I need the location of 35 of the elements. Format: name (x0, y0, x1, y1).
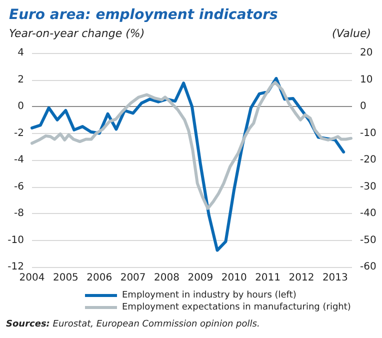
legend-label: Employment expectations in manufacturing (right) (122, 302, 351, 312)
y-tick-label: -6 (14, 181, 24, 192)
y2-tick-label: -20 (360, 154, 376, 166)
x-tick-label: 2012 (288, 272, 314, 284)
y-tick-label: -10 (8, 234, 24, 246)
x-tick-label: 2011 (255, 272, 281, 284)
x-tick-label: 2007 (120, 272, 146, 284)
y-tick-label: 4 (18, 48, 24, 58)
x-tick-label: 2008 (154, 272, 180, 284)
x-tick-label: 2010 (221, 272, 247, 284)
source-note: Sources: Eurostat, European Commission opinion polls. (6, 320, 260, 330)
legend-label: Employment in industry by hours (left) (122, 290, 296, 300)
y2-tick-label: -60 (360, 262, 376, 272)
y-tick-label: -2 (14, 128, 24, 139)
y-axis-title: Year-on-year change (%) (9, 27, 145, 40)
x-tick-label: 2006 (86, 272, 112, 284)
y-tick-label: -12 (8, 262, 24, 272)
y-tick-label: 0 (18, 101, 24, 112)
y-tick-label: -8 (14, 208, 24, 219)
y-tick-label: 2 (18, 74, 24, 86)
chart-title: Euro area: employment indicators (9, 7, 278, 23)
y2-tick-label: -50 (360, 234, 376, 246)
y-tick-label: -4 (14, 154, 24, 166)
x-tick-label: 2013 (322, 272, 348, 284)
y2-tick-label: 20 (360, 48, 373, 58)
x-tick-label: 2009 (188, 272, 214, 284)
x-tick-label: 2004 (19, 272, 45, 284)
y2-tick-label: -30 (360, 181, 376, 192)
y2-tick-label: -40 (360, 208, 376, 219)
y2-tick-label: -10 (360, 128, 376, 139)
x-tick-label: 2005 (52, 272, 78, 284)
y2-tick-label: 0 (360, 101, 366, 112)
line-series (30, 80, 352, 210)
y2-axis-title: (Value) (332, 27, 372, 40)
y2-tick-label: 10 (360, 74, 373, 86)
